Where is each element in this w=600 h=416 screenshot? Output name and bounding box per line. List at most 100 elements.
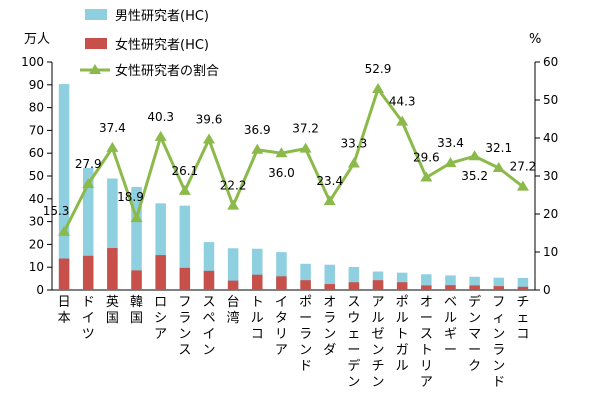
right-tick-label: 30 (543, 169, 558, 183)
left-tick-label: 60 (29, 146, 44, 160)
left-tick-label: 30 (29, 215, 44, 229)
ratio-marker (178, 184, 191, 195)
bar-female (155, 255, 166, 290)
right-tick-label: 60 (543, 55, 558, 69)
legend: 男性研究者(HC) 女性研究者(HC) 女性研究者の割合 (80, 9, 219, 79)
bar-male (107, 178, 118, 290)
right-tick-label: 0 (543, 283, 551, 297)
category-label: 英国 (106, 295, 119, 326)
ratio-data-label: 18.9 (117, 190, 144, 204)
ratio-marker (251, 143, 264, 154)
ratio-marker (130, 212, 143, 223)
ratio-line (62, 87, 524, 233)
ratio-marker (106, 141, 119, 152)
ratio-data-label: 35.2 (461, 169, 488, 183)
bar-female (203, 270, 215, 290)
bar-male (227, 248, 239, 290)
ratio-marker (372, 82, 385, 93)
category-label: デンマーク (468, 294, 481, 374)
bar-female (421, 285, 432, 290)
left-tick-label: 20 (29, 237, 44, 251)
ratio-data-label: 52.9 (365, 62, 392, 76)
ratio-data-label: 27.9 (75, 157, 102, 171)
bar-male (276, 252, 287, 290)
ratio-marker (468, 150, 481, 161)
ratio-marker (58, 225, 71, 236)
bar-male (252, 248, 263, 290)
bar-female (300, 280, 311, 290)
left-tick-label: 10 (29, 260, 44, 274)
right-axis-unit: % (529, 32, 541, 47)
ratio-data-label: 39.6 (196, 113, 223, 127)
bar-male (421, 274, 432, 290)
ratio-data-label: 22.2 (220, 179, 247, 193)
category-label: イタリア (275, 295, 288, 358)
bar-female (445, 285, 456, 290)
left-tick-label: 70 (29, 123, 44, 137)
bar-female (372, 280, 384, 290)
legend-swatch-female (85, 38, 107, 49)
category-label: ロシア (154, 295, 167, 342)
left-axis-unit: 万人 (24, 32, 50, 47)
bar-male (469, 276, 480, 290)
bar-male (203, 242, 215, 290)
bar-female (107, 248, 118, 290)
bar-female (493, 286, 505, 290)
ratio-data-label: 33.4 (437, 136, 464, 150)
ratio-data-label: 27.2 (510, 160, 537, 174)
legend-label-male: 男性研究者(HC) (115, 9, 209, 24)
category-label: オーストリア (420, 295, 433, 390)
category-label: チェコ (516, 295, 529, 342)
category-label: トルコ (251, 295, 264, 342)
category-label: ベルギー (444, 295, 457, 358)
right-tick-label: 20 (543, 207, 558, 221)
right-tick-label: 50 (543, 93, 558, 107)
ratio-data-label: 36.9 (244, 123, 271, 137)
ratio-data-label: 44.3 (389, 95, 416, 109)
bar-female (252, 274, 263, 290)
left-tick-label: 50 (29, 169, 44, 183)
chart-marks: 0 10 20 30 40 50 60 70 80 90 100 0 10 20 30 40 50 60 15.3 2… (21, 55, 558, 390)
ratio-data-label: 29.6 (413, 151, 440, 165)
bar-male (155, 203, 166, 290)
category-label: 台湾 (227, 295, 240, 326)
bar-female (324, 284, 335, 290)
right-tick-label: 40 (543, 131, 558, 145)
bar-female (227, 280, 239, 290)
bar-male (493, 277, 505, 290)
ratio-data-label: 37.2 (292, 122, 319, 136)
bar-male (396, 272, 408, 290)
category-label: ポーランド (299, 295, 312, 374)
ratio-marker (154, 130, 167, 141)
ratio-data-label: 33.3 (341, 136, 368, 150)
bar-male (82, 168, 94, 290)
ratio-data-label: 15.3 (43, 204, 70, 218)
ratio-data-label: 37.4 (99, 121, 126, 135)
ratio-data-label: 23.4 (316, 174, 343, 188)
ratio-marker (492, 162, 505, 173)
ratio-data-label: 40.3 (147, 110, 174, 124)
ratio-marker (82, 177, 95, 188)
left-tick-label: 80 (29, 101, 44, 115)
ratio-marker (396, 115, 409, 126)
left-tick-label: 0 (36, 283, 44, 297)
category-label: 韓国 (130, 295, 143, 326)
bar-male (300, 263, 311, 290)
ratio-marker (516, 180, 529, 191)
bar-female (131, 270, 142, 290)
legend-marker-ratio (89, 64, 101, 74)
category-label: オランダ (323, 295, 336, 358)
category-label: 日本 (58, 295, 71, 326)
ratio-data-label: 26.1 (171, 164, 198, 178)
category-label: ポルトガル (396, 295, 409, 374)
bar-male (131, 186, 142, 290)
left-tick-label: 40 (29, 192, 44, 206)
ratio-data-label: 32.1 (485, 141, 512, 155)
category-label: ドイツ (82, 295, 95, 342)
bar-male (348, 266, 360, 290)
ratio-marker (347, 157, 360, 168)
left-tick-label: 100 (21, 55, 44, 69)
bar-male (179, 205, 191, 290)
category-label: スウェーデン (347, 295, 360, 390)
